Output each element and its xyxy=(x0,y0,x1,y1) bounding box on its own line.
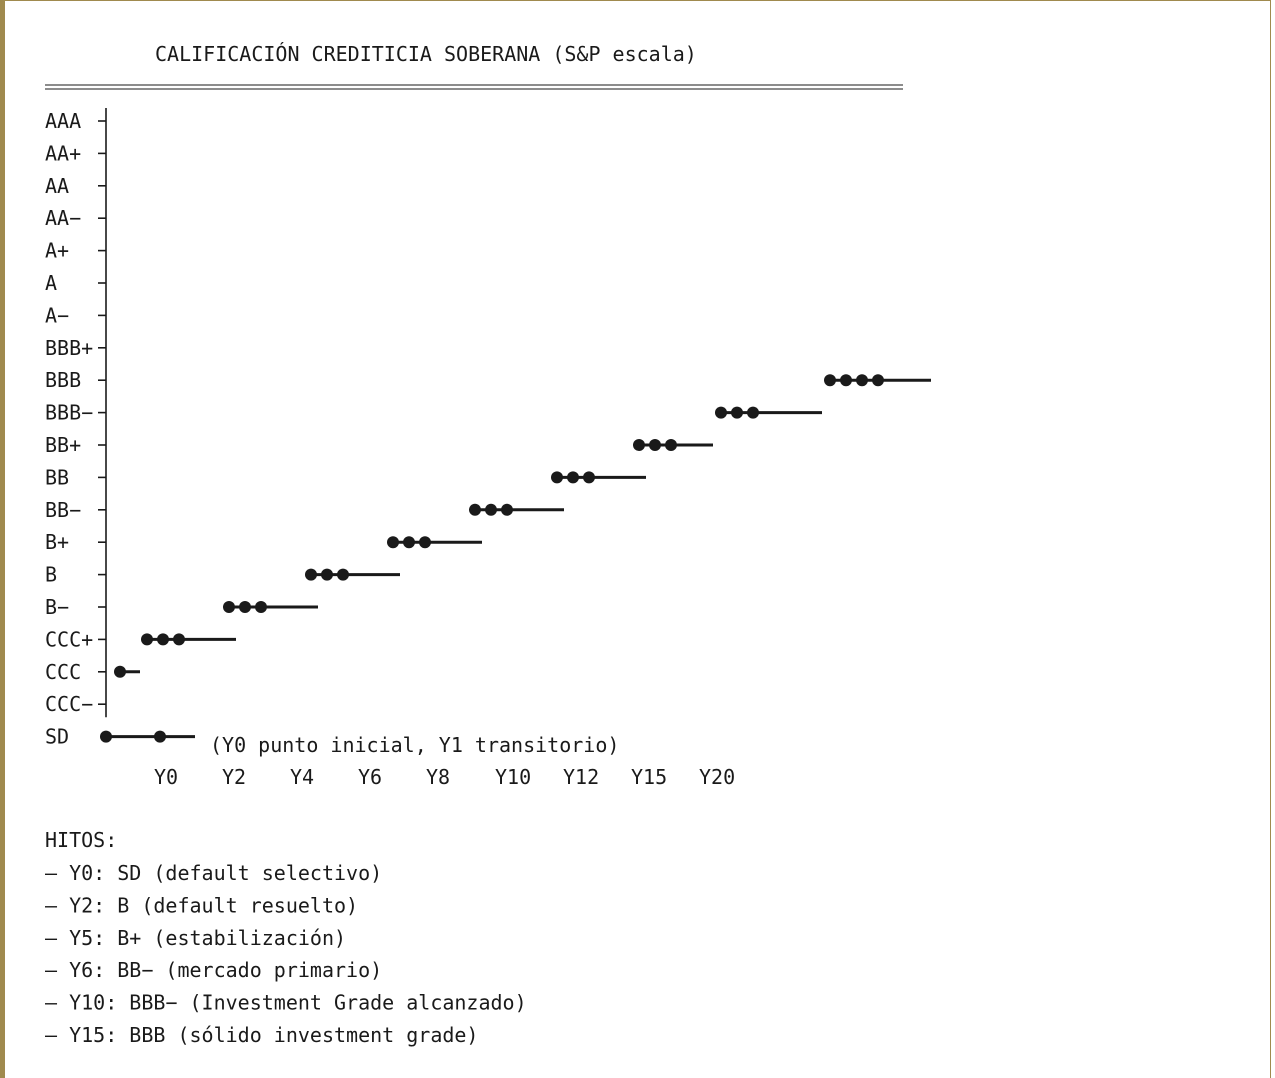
rating-point xyxy=(872,374,884,387)
milestone-item: – Y6: BB− (mercado primario) xyxy=(45,958,382,982)
rating-point xyxy=(173,633,185,646)
sd-note: (Y0 punto inicial, Y1 transitorio) xyxy=(210,733,619,757)
rating-point xyxy=(649,439,661,451)
rating-point xyxy=(255,601,267,613)
y-tick-label: AAA xyxy=(45,109,81,133)
rating-point xyxy=(747,406,759,419)
rating-point xyxy=(824,374,836,387)
rating-point xyxy=(485,503,497,516)
y-tick-label: B+ xyxy=(45,530,69,554)
milestones-heading: HITOS: xyxy=(45,828,117,852)
rating-point xyxy=(154,730,166,743)
rating-point xyxy=(501,503,513,516)
y-tick-label: BB− xyxy=(45,498,81,522)
rating-point xyxy=(469,503,481,516)
data-marks xyxy=(100,374,931,743)
y-tick-label: AA+ xyxy=(45,141,81,165)
x-tick-label: Y6 xyxy=(358,765,382,789)
y-tick-label: A− xyxy=(45,303,69,327)
rating-point xyxy=(305,568,317,581)
rating-point xyxy=(715,406,727,419)
x-tick-label: Y10 xyxy=(495,765,531,789)
y-tick-label: CCC− xyxy=(45,692,93,716)
x-tick-label: Y12 xyxy=(563,765,599,789)
y-axis: AAAAA+AAAA−A+AA−BBB+BBBBBB−BB+BBBB−B+BB−… xyxy=(45,108,107,749)
y-tick-label: A+ xyxy=(45,239,69,263)
y-tick-label: BBB xyxy=(45,368,81,392)
chart-title: CALIFICACIÓN CREDITICIA SOBERANA (S&P es… xyxy=(155,42,697,66)
rating-point xyxy=(567,471,579,484)
rating-point xyxy=(337,568,349,581)
x-tick-label: Y0 xyxy=(154,765,178,789)
milestone-item: – Y10: BBB− (Investment Grade alcanzado) xyxy=(45,991,527,1015)
y-tick-label: BBB− xyxy=(45,401,93,425)
y-tick-label: BBB+ xyxy=(45,336,93,360)
rating-point xyxy=(321,568,333,581)
rating-point xyxy=(114,665,126,678)
rating-point xyxy=(157,633,169,646)
rating-point xyxy=(840,374,852,387)
y-tick-label: BB xyxy=(45,465,69,489)
y-tick-label: AA− xyxy=(45,206,81,230)
x-axis-ticks: Y0 Y2 Y4 Y6 Y8 Y10 Y12 Y15 Y20 xyxy=(154,765,735,789)
y-tick-label: BB+ xyxy=(45,433,81,457)
rating-point xyxy=(731,406,743,419)
rating-point xyxy=(239,601,251,613)
rating-point xyxy=(223,601,235,613)
x-tick-label: Y4 xyxy=(290,765,314,789)
rating-point xyxy=(665,439,677,451)
rating-point xyxy=(583,471,595,484)
milestone-item: – Y0: SD (default selectivo) xyxy=(45,861,382,885)
rating-point xyxy=(856,374,868,387)
y-tick-label: A xyxy=(45,271,57,295)
y-tick-label: B xyxy=(45,563,57,587)
rating-point xyxy=(141,633,153,646)
y-tick-label: B− xyxy=(45,595,69,619)
milestone-item: – Y2: B (default resuelto) xyxy=(45,893,358,917)
milestone-item: – Y15: BBB (sólido investment grade) xyxy=(45,1023,478,1047)
rating-point xyxy=(633,439,645,451)
x-tick-label: Y8 xyxy=(426,765,450,789)
y-tick-label: AA xyxy=(45,174,69,198)
x-tick-label: Y20 xyxy=(699,765,735,789)
rating-point xyxy=(403,536,415,549)
rating-point xyxy=(100,730,112,743)
y-tick-label: CCC xyxy=(45,660,81,684)
rating-point xyxy=(419,536,431,549)
x-tick-label: Y15 xyxy=(631,765,667,789)
rating-point xyxy=(387,536,399,549)
rating-point xyxy=(551,471,563,484)
milestone-item: – Y5: B+ (estabilización) xyxy=(45,926,346,950)
y-tick-label: CCC+ xyxy=(45,627,93,651)
milestones-list: – Y0: SD (default selectivo) – Y2: B (def… xyxy=(45,861,527,1047)
x-tick-label: Y2 xyxy=(222,765,246,789)
y-tick-label: SD xyxy=(45,725,69,749)
